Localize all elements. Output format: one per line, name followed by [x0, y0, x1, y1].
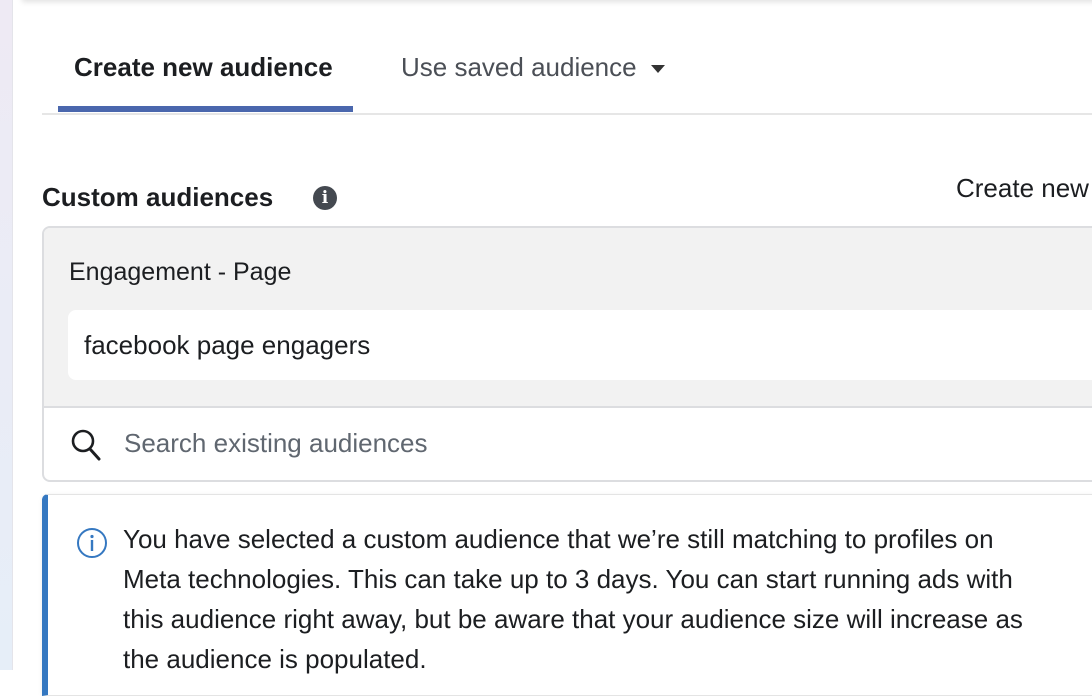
search-input[interactable]: [122, 422, 1026, 464]
search-icon: [71, 429, 101, 461]
audience-tabs: Create new audience Use saved audience: [42, 0, 1092, 115]
active-tab-indicator: [58, 106, 353, 112]
notice-text: You have selected a custom audience that…: [123, 524, 1023, 674]
selected-audiences: Engagement - Page facebook page engagers: [44, 228, 1092, 408]
section-title: Custom audiences: [42, 182, 274, 212]
group-label: Engagement - Page: [69, 258, 292, 286]
tab-create-new-audience[interactable]: Create new audience: [74, 52, 333, 82]
info-circle-icon: [77, 528, 107, 558]
tab-label: Use saved audience: [401, 52, 637, 82]
caret-down-icon: [650, 65, 665, 74]
search-bar: [44, 408, 1092, 480]
custom-audience-selector: Engagement - Page facebook page engagers: [42, 226, 1092, 482]
audience-matching-notice: You have selected a custom audience that…: [42, 494, 1092, 696]
info-icon[interactable]: i: [313, 186, 337, 210]
chip-label: facebook page engagers: [84, 330, 371, 360]
selected-audience-chip[interactable]: facebook page engagers: [68, 310, 1092, 380]
create-new-button[interactable]: Create new: [956, 173, 1089, 203]
tab-use-saved-audience[interactable]: Use saved audience: [401, 52, 665, 83]
left-sidebar-edge: [0, 0, 13, 670]
